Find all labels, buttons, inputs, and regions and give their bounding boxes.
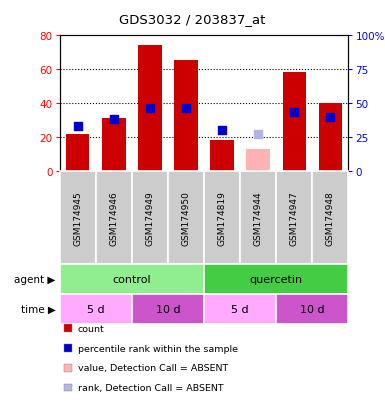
Bar: [246, 150, 270, 172]
Bar: [204, 265, 348, 294]
Point: [75, 123, 81, 130]
Point: [327, 114, 333, 121]
Bar: [132, 172, 168, 265]
Point: [111, 117, 117, 123]
Bar: [319, 104, 342, 172]
Bar: [96, 172, 132, 265]
Text: GSM174819: GSM174819: [218, 191, 227, 246]
Bar: [283, 73, 306, 172]
Text: 10 d: 10 d: [156, 304, 180, 314]
Bar: [138, 46, 162, 172]
Bar: [204, 294, 276, 324]
Bar: [276, 294, 348, 324]
Bar: [132, 294, 204, 324]
Bar: [312, 172, 348, 265]
Text: GSM174944: GSM174944: [254, 191, 263, 245]
Text: 5 d: 5 d: [231, 304, 249, 314]
Point: [183, 106, 189, 112]
Text: rank, Detection Call = ABSENT: rank, Detection Call = ABSENT: [78, 383, 223, 392]
Bar: [60, 265, 204, 294]
Text: value, Detection Call = ABSENT: value, Detection Call = ABSENT: [78, 363, 228, 373]
Text: GSM174947: GSM174947: [290, 191, 299, 246]
Text: 10 d: 10 d: [300, 304, 325, 314]
Text: GSM174948: GSM174948: [326, 191, 335, 246]
Bar: [60, 172, 96, 265]
Point: [255, 132, 261, 138]
Text: GSM174949: GSM174949: [146, 191, 154, 246]
Text: GSM174946: GSM174946: [109, 191, 118, 246]
Text: GSM174945: GSM174945: [73, 191, 82, 246]
Text: agent ▶: agent ▶: [15, 275, 56, 285]
Point: [291, 110, 297, 116]
Text: quercetin: quercetin: [250, 275, 303, 285]
Bar: [174, 61, 198, 172]
Bar: [168, 172, 204, 265]
Bar: [102, 119, 126, 172]
Bar: [210, 141, 234, 172]
Text: GSM174950: GSM174950: [181, 191, 191, 246]
Text: count: count: [78, 324, 104, 333]
Bar: [240, 172, 276, 265]
Text: time ▶: time ▶: [21, 304, 56, 314]
Bar: [276, 172, 312, 265]
Point: [219, 128, 225, 134]
Bar: [204, 172, 240, 265]
Text: GDS3032 / 203837_at: GDS3032 / 203837_at: [119, 12, 266, 26]
Text: 5 d: 5 d: [87, 304, 105, 314]
Point: [147, 106, 153, 112]
Bar: [66, 134, 89, 172]
Text: control: control: [112, 275, 151, 285]
Text: percentile rank within the sample: percentile rank within the sample: [78, 344, 238, 353]
Bar: [60, 294, 132, 324]
